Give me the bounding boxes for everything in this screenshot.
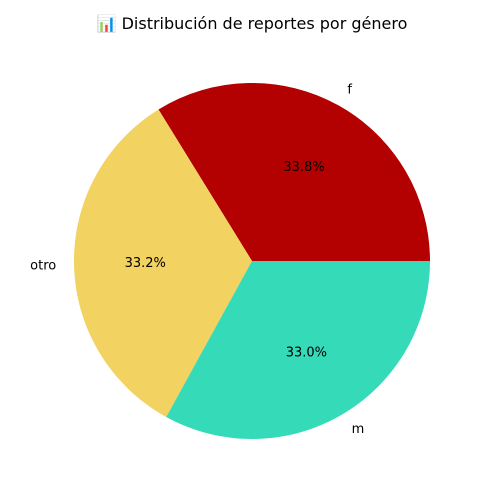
pie-category-label-m: m [352, 422, 365, 437]
pie-value-label-m: 33.0% [286, 345, 327, 360]
pie-category-label-otro: otro [30, 258, 56, 273]
pie-slice-otro [74, 109, 253, 417]
pie-slice-f [158, 82, 430, 262]
pie-value-label-f: 33.8% [283, 160, 324, 175]
pie-slice-m [166, 261, 430, 439]
pie-value-label-otro: 33.2% [125, 256, 166, 271]
chart-title: 📊 Distribución de reportes por género [97, 14, 408, 33]
pie-slices [74, 82, 430, 439]
pie-labels: 33.8% f 33.2% otro 33.0% m [30, 83, 364, 438]
pie-category-label-f: f [347, 83, 352, 98]
